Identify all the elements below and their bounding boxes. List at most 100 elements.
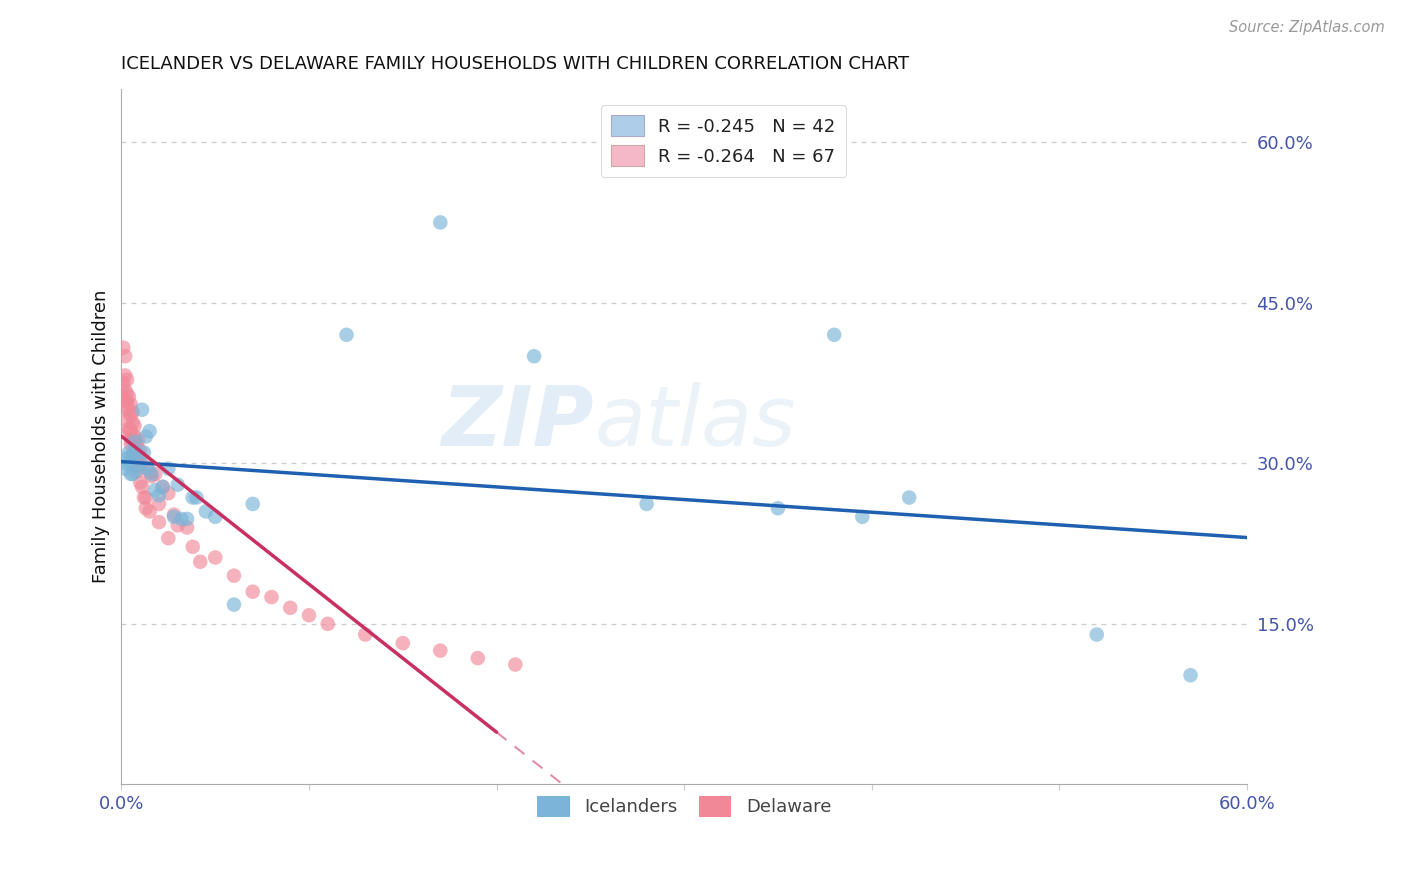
Point bbox=[152, 480, 174, 494]
Point bbox=[129, 456, 152, 470]
Point bbox=[278, 600, 301, 615]
Point bbox=[143, 467, 166, 481]
Point bbox=[118, 405, 141, 419]
Point bbox=[115, 401, 138, 415]
Point bbox=[115, 450, 138, 465]
Text: Source: ZipAtlas.com: Source: ZipAtlas.com bbox=[1229, 20, 1385, 35]
Point bbox=[186, 491, 208, 505]
Point bbox=[242, 584, 264, 599]
Point bbox=[121, 416, 143, 430]
Point bbox=[429, 215, 451, 229]
Point bbox=[467, 651, 489, 665]
Point bbox=[823, 327, 845, 342]
Point bbox=[124, 418, 146, 433]
Point bbox=[148, 497, 170, 511]
Point bbox=[242, 497, 264, 511]
Point bbox=[132, 454, 155, 468]
Point bbox=[114, 368, 136, 383]
Point bbox=[118, 390, 141, 404]
Point bbox=[163, 509, 186, 524]
Point bbox=[125, 454, 148, 468]
Point bbox=[115, 386, 138, 401]
Point bbox=[204, 509, 226, 524]
Point bbox=[204, 550, 226, 565]
Point bbox=[188, 555, 211, 569]
Point bbox=[115, 394, 138, 409]
Point bbox=[115, 373, 138, 387]
Point bbox=[127, 433, 149, 447]
Point bbox=[391, 636, 413, 650]
Point bbox=[112, 390, 135, 404]
Point bbox=[335, 327, 357, 342]
Point bbox=[124, 429, 146, 443]
Point bbox=[766, 501, 789, 516]
Point bbox=[851, 509, 873, 524]
Point bbox=[125, 445, 148, 459]
Y-axis label: Family Households with Children: Family Households with Children bbox=[93, 290, 110, 583]
Point bbox=[176, 520, 198, 534]
Point bbox=[129, 475, 152, 490]
Point bbox=[429, 643, 451, 657]
Point bbox=[176, 512, 198, 526]
Point bbox=[523, 349, 546, 363]
Point bbox=[898, 491, 921, 505]
Point bbox=[120, 433, 142, 447]
Point bbox=[260, 590, 283, 604]
Point bbox=[181, 491, 204, 505]
Point bbox=[125, 465, 148, 479]
Point bbox=[131, 480, 153, 494]
Point bbox=[136, 461, 159, 475]
Point bbox=[132, 491, 155, 505]
Point bbox=[354, 627, 377, 641]
Point bbox=[127, 448, 149, 462]
Point bbox=[129, 458, 152, 473]
Point bbox=[124, 434, 146, 449]
Point bbox=[148, 515, 170, 529]
Point bbox=[143, 483, 166, 497]
Point bbox=[1180, 668, 1202, 682]
Point bbox=[125, 437, 148, 451]
Point bbox=[121, 448, 143, 462]
Point bbox=[121, 448, 143, 462]
Point bbox=[170, 512, 193, 526]
Point bbox=[141, 467, 163, 481]
Point bbox=[166, 518, 188, 533]
Point bbox=[141, 469, 163, 483]
Point bbox=[135, 501, 157, 516]
Point bbox=[131, 402, 153, 417]
Point bbox=[222, 568, 245, 582]
Point bbox=[138, 465, 160, 479]
Point bbox=[120, 397, 142, 411]
Point bbox=[121, 467, 143, 481]
Point bbox=[505, 657, 527, 672]
Point bbox=[118, 424, 141, 438]
Point bbox=[115, 413, 138, 427]
Point bbox=[118, 422, 141, 436]
Point bbox=[114, 394, 136, 409]
Point bbox=[298, 608, 321, 623]
Point bbox=[194, 504, 217, 518]
Point bbox=[120, 408, 142, 422]
Point bbox=[118, 445, 141, 459]
Text: ICELANDER VS DELAWARE FAMILY HOUSEHOLDS WITH CHILDREN CORRELATION CHART: ICELANDER VS DELAWARE FAMILY HOUSEHOLDS … bbox=[121, 55, 910, 73]
Point bbox=[114, 349, 136, 363]
Point bbox=[112, 341, 135, 355]
Point bbox=[138, 424, 160, 438]
Point bbox=[1085, 627, 1108, 641]
Point bbox=[181, 540, 204, 554]
Point bbox=[120, 437, 142, 451]
Point bbox=[120, 467, 142, 481]
Point bbox=[135, 491, 157, 505]
Point bbox=[120, 456, 142, 470]
Point bbox=[135, 429, 157, 443]
Point bbox=[152, 480, 174, 494]
Point bbox=[316, 616, 339, 631]
Point bbox=[114, 456, 136, 470]
Point bbox=[124, 443, 146, 458]
Point bbox=[157, 531, 180, 545]
Point bbox=[166, 477, 188, 491]
Text: atlas: atlas bbox=[595, 382, 796, 463]
Point bbox=[148, 488, 170, 502]
Point bbox=[157, 461, 180, 475]
Point bbox=[127, 461, 149, 475]
